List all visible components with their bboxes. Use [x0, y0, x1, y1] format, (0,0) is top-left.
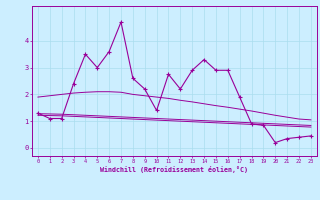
X-axis label: Windchill (Refroidissement éolien,°C): Windchill (Refroidissement éolien,°C) [100, 166, 248, 173]
